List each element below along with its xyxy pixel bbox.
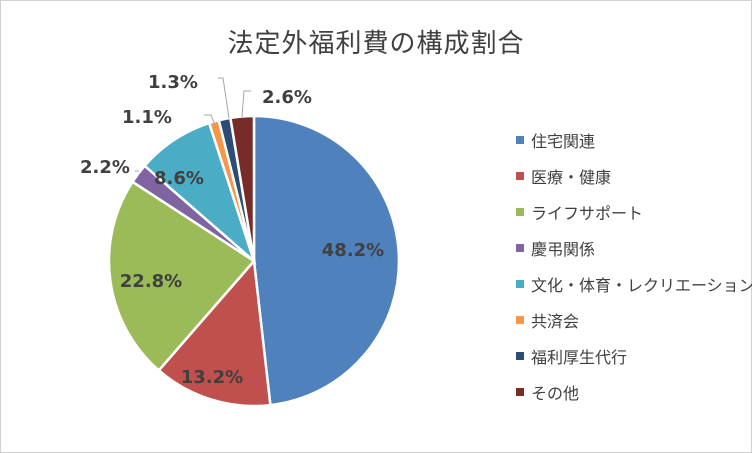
legend-label: 住宅関連 (531, 132, 596, 151)
legend-swatch (516, 136, 524, 144)
legend-item: その他 (516, 374, 752, 410)
legend-swatch (516, 244, 524, 252)
legend-item: 住宅関連 (516, 122, 752, 158)
chart-title: 法定外福利費の構成割合 (227, 29, 525, 59)
data-label-6: 1.1% (122, 107, 172, 128)
data-label-3: 22.8% (120, 271, 182, 292)
leader-line-6 (204, 114, 216, 126)
pie-slice-1 (252, 114, 401, 407)
legend-item: 福利厚生代行 (516, 338, 752, 374)
legend-label: その他 (531, 384, 580, 403)
legend-swatch (516, 172, 524, 180)
data-label-1: 48.2% (322, 240, 384, 261)
legend-swatch (516, 208, 524, 216)
legend-swatch (516, 280, 524, 288)
pie-slice-2 (157, 258, 272, 408)
data-label-7: 1.3% (148, 72, 198, 93)
legend-item: 共済会 (516, 302, 752, 338)
legend-item: 慶弔関係 (516, 230, 752, 266)
legend-label: 共済会 (531, 312, 580, 331)
legend-swatch (516, 388, 524, 396)
leader-line-7 (218, 77, 230, 119)
legend-item: 文化・体育・レクリエーション (516, 266, 752, 302)
leader-line-8 (241, 90, 251, 118)
data-label-5: 8.6% (154, 168, 204, 189)
legend-label: 慶弔関係 (531, 240, 596, 259)
legend-item: ライフサポート (516, 194, 752, 230)
legend-label: 医療・健康 (531, 168, 612, 187)
legend-label: 福利厚生代行 (531, 348, 628, 367)
legend-label: 文化・体育・レクリエーション (531, 276, 752, 295)
chart-legend: 住宅関連医療・健康ライフサポート 慶弔関係文化・体育・レクリエーション 共済会福利厚… (516, 122, 752, 410)
legend-label: ライフサポート (531, 204, 644, 223)
data-label-8: 2.6% (262, 87, 312, 108)
legend-swatch (516, 352, 524, 360)
legend-item: 医療・健康 (516, 158, 752, 194)
data-label-2: 13.2% (181, 367, 243, 388)
pie-slice-3 (107, 180, 256, 373)
data-label-4: 2.2% (80, 157, 130, 178)
legend-swatch (516, 316, 524, 324)
